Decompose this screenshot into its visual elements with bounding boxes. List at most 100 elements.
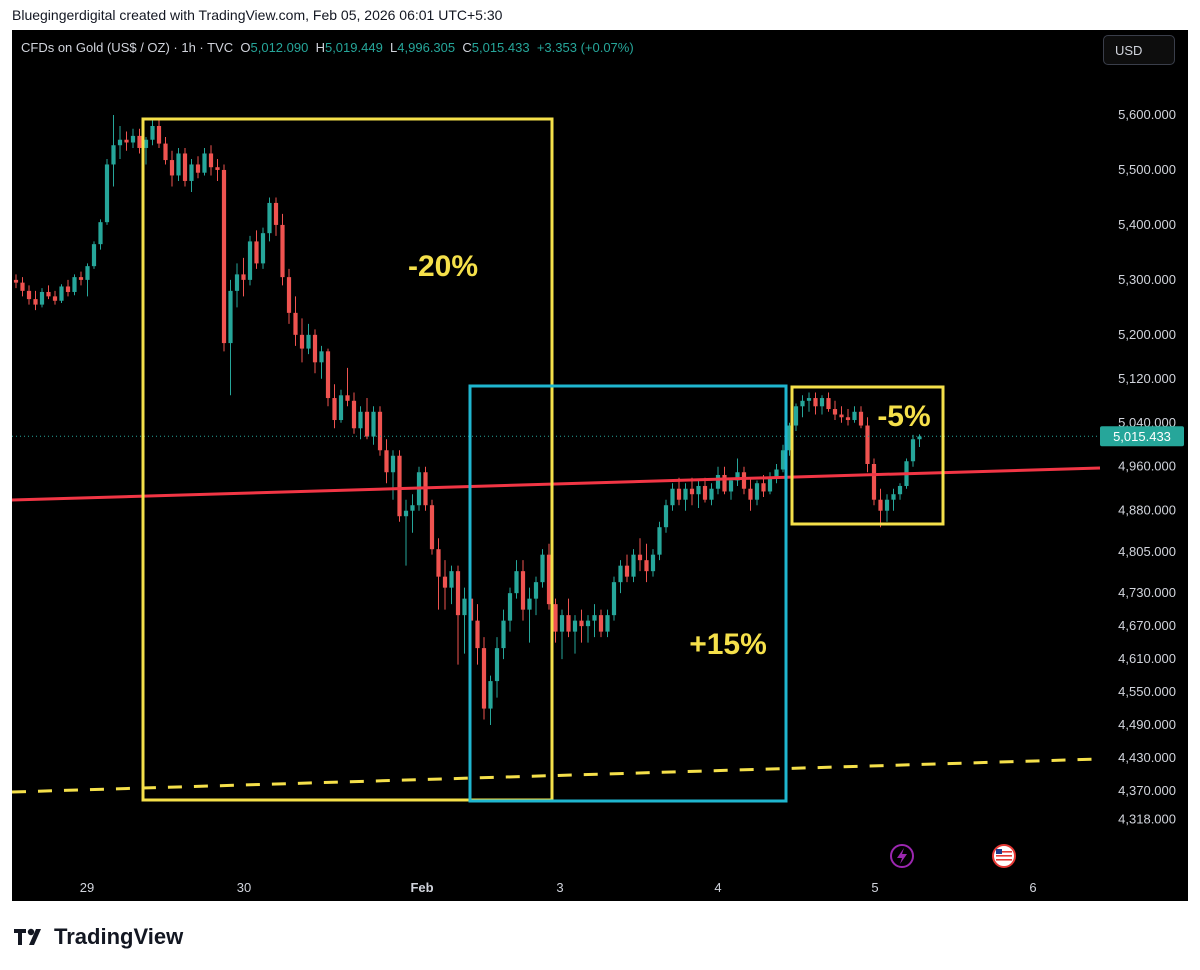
- candle-body[interactable]: [124, 139, 129, 143]
- candle-body[interactable]: [221, 169, 227, 344]
- candle-body[interactable]: [104, 164, 110, 223]
- candle-body[interactable]: [683, 488, 688, 500]
- candle-body[interactable]: [371, 411, 376, 437]
- candle-body[interactable]: [910, 439, 916, 462]
- candle-body[interactable]: [176, 153, 181, 176]
- candle-body[interactable]: [689, 488, 695, 495]
- candle-body[interactable]: [189, 164, 194, 181]
- candle-body[interactable]: [741, 472, 747, 489]
- candle-body[interactable]: [163, 143, 168, 161]
- candle-body[interactable]: [696, 485, 701, 495]
- candle-body[interactable]: [494, 648, 500, 682]
- candle-body[interactable]: [137, 135, 142, 148]
- candle-body[interactable]: [267, 202, 272, 234]
- chart-canvas[interactable]: 5,600.000 5,500.000 5,400.000 5,300.000 5,20…: [12, 30, 1188, 901]
- candle-body[interactable]: [780, 450, 786, 470]
- candle-body[interactable]: [891, 494, 896, 500]
- candle-body[interactable]: [397, 455, 402, 517]
- candle-body[interactable]: [488, 681, 493, 709]
- candle-body[interactable]: [286, 277, 292, 313]
- candle-body[interactable]: [195, 164, 201, 173]
- candle-body[interactable]: [52, 296, 58, 301]
- candle-body[interactable]: [455, 571, 461, 616]
- candle-body[interactable]: [670, 488, 675, 506]
- trendline-yellow-dashed[interactable]: [12, 757, 1101, 794]
- candle-body[interactable]: [624, 565, 630, 577]
- candle-body[interactable]: [663, 505, 669, 528]
- candle-body[interactable]: [312, 334, 318, 363]
- candle-body[interactable]: [644, 560, 649, 572]
- candle-body[interactable]: [117, 139, 123, 146]
- candle-body[interactable]: [13, 279, 19, 283]
- candle-body[interactable]: [59, 286, 64, 301]
- candle-body[interactable]: [46, 291, 51, 297]
- candle-body[interactable]: [878, 499, 883, 511]
- lightning-icon[interactable]: [890, 844, 914, 868]
- candle-body[interactable]: [241, 274, 246, 280]
- candle-body[interactable]: [533, 582, 539, 599]
- candle-body[interactable]: [39, 291, 45, 305]
- candle-body[interactable]: [527, 598, 532, 610]
- pullback-box[interactable]: [790, 385, 945, 526]
- candle-body[interactable]: [462, 598, 467, 616]
- candle-body[interactable]: [319, 351, 324, 363]
- candle-body[interactable]: [598, 615, 604, 632]
- candle-body[interactable]: [338, 395, 344, 421]
- last-price-badge[interactable]: [1100, 426, 1184, 447]
- rise-box[interactable]: [468, 384, 788, 803]
- candle-body[interactable]: [566, 615, 571, 632]
- candle-body[interactable]: [20, 282, 25, 291]
- candle-body[interactable]: [299, 334, 305, 349]
- candle-body[interactable]: [364, 411, 370, 437]
- candle-body[interactable]: [215, 167, 220, 170]
- candle-body[interactable]: [72, 277, 77, 292]
- candle-body[interactable]: [793, 406, 799, 426]
- candle-body[interactable]: [280, 224, 285, 278]
- candle-body[interactable]: [676, 488, 682, 500]
- candle-body[interactable]: [293, 312, 298, 335]
- candle-body[interactable]: [845, 417, 851, 421]
- candle-body[interactable]: [774, 469, 779, 478]
- candle-body[interactable]: [332, 398, 337, 421]
- candle-body[interactable]: [130, 135, 136, 143]
- candle-body[interactable]: [325, 351, 331, 399]
- candle-body[interactable]: [605, 615, 610, 632]
- candle-body[interactable]: [514, 571, 519, 594]
- candle-body[interactable]: [650, 554, 656, 572]
- tradingview-brand[interactable]: TradingView: [14, 924, 183, 950]
- candle-body[interactable]: [85, 266, 90, 280]
- candle-body[interactable]: [735, 472, 740, 481]
- candle-body[interactable]: [767, 477, 773, 492]
- candle-body[interactable]: [384, 450, 389, 473]
- candle-body[interactable]: [507, 593, 513, 621]
- candle-body[interactable]: [208, 153, 214, 168]
- candle-body[interactable]: [813, 398, 818, 407]
- candle-body[interactable]: [800, 400, 805, 407]
- candle-body[interactable]: [98, 222, 103, 245]
- candle-body[interactable]: [546, 554, 552, 605]
- candle-body[interactable]: [228, 290, 233, 344]
- candle-body[interactable]: [501, 620, 506, 649]
- candle-body[interactable]: [182, 153, 188, 181]
- candle-body[interactable]: [722, 474, 727, 492]
- candle-body[interactable]: [78, 277, 84, 280]
- candle-body[interactable]: [390, 455, 396, 473]
- candle-body[interactable]: [202, 153, 207, 173]
- candle-body[interactable]: [540, 554, 545, 583]
- candle-body[interactable]: [520, 571, 526, 610]
- candle-body[interactable]: [832, 409, 838, 415]
- candle-body[interactable]: [585, 620, 591, 627]
- currency-button[interactable]: USD: [1103, 35, 1175, 65]
- candle-body[interactable]: [410, 505, 415, 511]
- candle-body[interactable]: [637, 554, 643, 561]
- candle-body[interactable]: [429, 505, 435, 550]
- candle-body[interactable]: [234, 274, 240, 291]
- candle-body[interactable]: [579, 620, 584, 627]
- candle-body[interactable]: [618, 565, 623, 583]
- candle-body[interactable]: [442, 576, 448, 588]
- candle-body[interactable]: [559, 615, 565, 632]
- candle-body[interactable]: [871, 463, 877, 500]
- candle-body[interactable]: [475, 620, 480, 649]
- candle-body[interactable]: [254, 241, 259, 264]
- candle-body[interactable]: [156, 125, 162, 144]
